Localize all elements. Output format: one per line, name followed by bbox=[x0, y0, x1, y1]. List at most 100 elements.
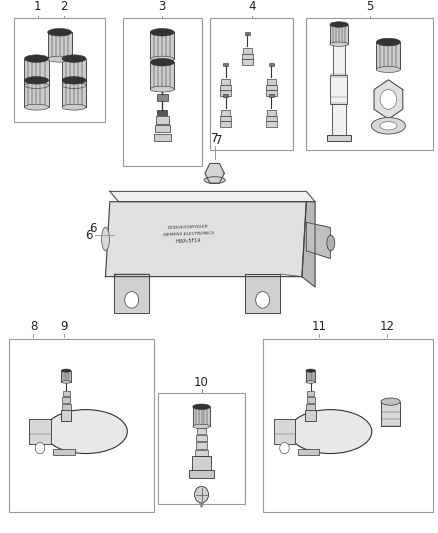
Polygon shape bbox=[302, 201, 315, 287]
Text: HWA-5F14: HWA-5F14 bbox=[176, 239, 201, 245]
Bar bbox=[267, 110, 276, 116]
Text: SIEMENS ELECTRONICS: SIEMENS ELECTRONICS bbox=[163, 231, 214, 237]
Bar bbox=[330, 25, 348, 44]
Bar bbox=[193, 407, 210, 426]
Polygon shape bbox=[106, 201, 306, 277]
Bar bbox=[266, 116, 276, 122]
Bar bbox=[245, 274, 280, 313]
Bar bbox=[307, 391, 314, 397]
Bar bbox=[189, 470, 214, 478]
Text: 10: 10 bbox=[194, 376, 209, 389]
Polygon shape bbox=[110, 191, 315, 201]
Text: 6: 6 bbox=[85, 229, 92, 242]
Bar bbox=[223, 94, 228, 98]
Bar bbox=[150, 62, 174, 89]
Bar bbox=[220, 122, 231, 127]
Bar bbox=[376, 42, 400, 69]
Bar bbox=[330, 75, 347, 103]
Circle shape bbox=[125, 292, 139, 308]
Bar bbox=[332, 44, 345, 75]
Bar bbox=[245, 32, 250, 35]
Bar bbox=[269, 63, 274, 67]
Ellipse shape bbox=[330, 22, 348, 27]
Bar bbox=[25, 80, 49, 107]
Bar bbox=[327, 134, 351, 141]
Bar bbox=[196, 435, 207, 441]
Bar bbox=[306, 18, 433, 150]
Bar bbox=[243, 49, 252, 54]
Ellipse shape bbox=[25, 104, 49, 110]
Text: 3: 3 bbox=[159, 0, 166, 13]
Ellipse shape bbox=[61, 381, 71, 383]
Ellipse shape bbox=[62, 77, 86, 84]
Ellipse shape bbox=[25, 77, 49, 84]
Bar bbox=[192, 456, 211, 471]
Bar bbox=[381, 402, 400, 426]
Ellipse shape bbox=[380, 122, 397, 130]
Bar bbox=[306, 370, 315, 382]
Circle shape bbox=[194, 486, 208, 503]
Ellipse shape bbox=[62, 104, 86, 110]
Bar bbox=[220, 85, 231, 90]
Ellipse shape bbox=[25, 83, 49, 88]
Text: 5: 5 bbox=[366, 0, 373, 13]
Bar bbox=[242, 59, 253, 65]
Ellipse shape bbox=[381, 398, 400, 405]
Text: 8: 8 bbox=[30, 320, 37, 334]
Bar bbox=[266, 85, 276, 90]
Bar bbox=[196, 442, 207, 449]
Bar bbox=[220, 116, 231, 122]
Text: 7: 7 bbox=[215, 134, 223, 148]
Ellipse shape bbox=[150, 86, 174, 92]
Text: 12: 12 bbox=[380, 320, 395, 334]
Text: 1: 1 bbox=[34, 0, 42, 13]
Bar bbox=[223, 63, 228, 67]
Ellipse shape bbox=[306, 381, 315, 383]
Bar bbox=[274, 418, 295, 445]
Ellipse shape bbox=[25, 55, 49, 62]
Bar bbox=[242, 54, 252, 59]
Bar bbox=[53, 449, 75, 455]
Circle shape bbox=[280, 442, 289, 454]
Ellipse shape bbox=[150, 59, 174, 66]
Bar bbox=[269, 94, 274, 98]
Bar bbox=[29, 418, 51, 445]
Bar bbox=[266, 91, 277, 96]
Ellipse shape bbox=[62, 83, 86, 88]
Ellipse shape bbox=[44, 410, 127, 454]
Polygon shape bbox=[205, 164, 224, 183]
Bar bbox=[62, 398, 70, 403]
Bar bbox=[221, 79, 230, 85]
Bar bbox=[114, 274, 149, 313]
Bar bbox=[305, 410, 316, 421]
Bar bbox=[62, 404, 71, 410]
Polygon shape bbox=[374, 80, 403, 119]
Ellipse shape bbox=[150, 56, 174, 62]
Bar bbox=[157, 110, 167, 116]
Polygon shape bbox=[200, 503, 203, 507]
Bar bbox=[266, 122, 277, 127]
Bar bbox=[307, 398, 314, 403]
Bar bbox=[195, 450, 208, 456]
Ellipse shape bbox=[204, 177, 225, 183]
Bar bbox=[14, 18, 106, 122]
Bar bbox=[297, 449, 319, 455]
Bar bbox=[150, 33, 174, 59]
Ellipse shape bbox=[62, 55, 86, 62]
Bar bbox=[220, 91, 231, 96]
Ellipse shape bbox=[376, 67, 400, 72]
Ellipse shape bbox=[376, 38, 400, 46]
Bar bbox=[62, 80, 86, 107]
Bar bbox=[154, 134, 170, 141]
Bar bbox=[48, 33, 72, 59]
Text: 4: 4 bbox=[248, 0, 255, 13]
Bar bbox=[306, 404, 315, 410]
Bar bbox=[62, 59, 86, 85]
Bar bbox=[197, 428, 206, 434]
Bar bbox=[155, 125, 170, 133]
Bar bbox=[267, 79, 276, 85]
Text: 11: 11 bbox=[312, 320, 327, 334]
Bar bbox=[25, 59, 49, 85]
Bar bbox=[155, 117, 169, 124]
Bar bbox=[10, 338, 153, 512]
